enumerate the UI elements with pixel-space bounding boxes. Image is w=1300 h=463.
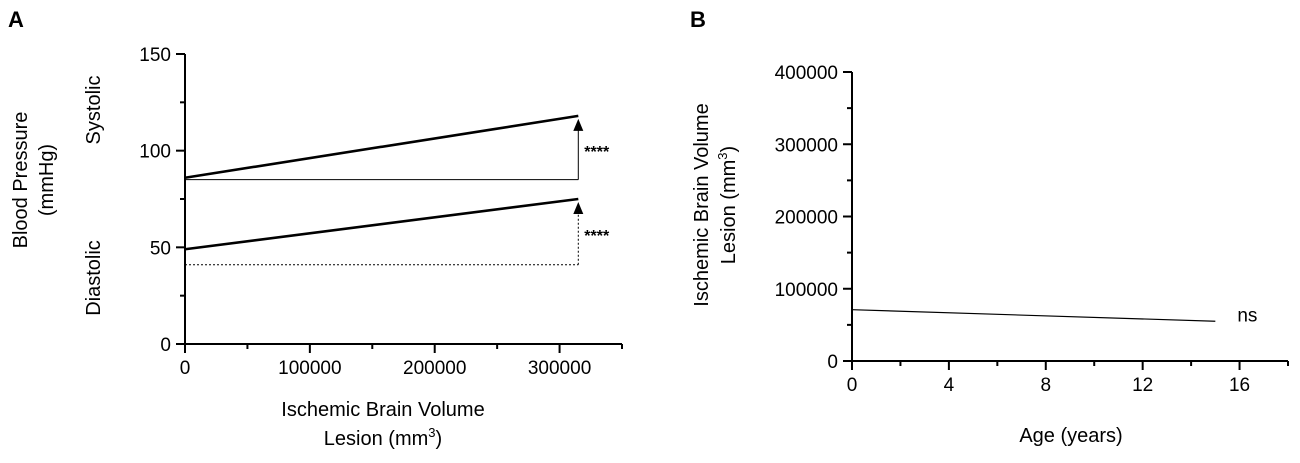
x-tick-label: 12 — [1132, 375, 1153, 396]
y-tick-label: 0 — [160, 335, 171, 356]
chart-a-axes — [184, 54, 622, 345]
y-tick-label: 0 — [827, 352, 838, 373]
chart-a-xlabel-line2: Lesion (mm3) — [324, 425, 442, 450]
y-tick-label: 100 — [139, 142, 171, 163]
arrow-head-systolic — [573, 118, 584, 131]
x-tick-label: 200000 — [403, 358, 466, 379]
chart-b-ylabel-line2: Lesion (mm3) — [715, 146, 740, 264]
series-label-systolic: Systolic — [83, 76, 105, 145]
ns-annotation: ns — [1237, 305, 1257, 326]
panel-label-b: B — [690, 7, 706, 32]
y-tick-label: 400000 — [775, 63, 838, 84]
y-tick-label: 200000 — [775, 208, 838, 229]
regression-line-age — [851, 309, 1216, 322]
chart-a-ylabel-line1: Blood Pressure — [10, 112, 32, 249]
x-tick-label: 300000 — [528, 358, 591, 379]
chart-a-xlabel-line1: Ischemic Brain Volume — [281, 399, 484, 421]
chart-b-ylabel-sup: 3 — [715, 152, 730, 159]
significance-label-systolic: **** — [584, 144, 610, 161]
regression-line-systolic — [184, 114, 579, 180]
panel-label-a: A — [8, 7, 24, 32]
chart-b-xlabel: Age (years) — [1019, 425, 1122, 447]
arrow-head-diastolic — [573, 202, 584, 214]
chart-a-xlabel-line2-text: Lesion (mm — [324, 428, 428, 450]
significance-label-diastolic: **** — [584, 228, 610, 245]
chart-b-series: ns — [851, 305, 1257, 326]
y-tick-label: 150 — [139, 45, 171, 66]
x-tick-label: 100000 — [278, 358, 341, 379]
chart-a-xlabel-sup: 3 — [428, 425, 435, 440]
y-tick-label: 300000 — [775, 135, 838, 156]
chart-a-ticks: 0 100000 200000 300000 0 50 100 150 — [139, 45, 623, 379]
x-tick-label: 0 — [847, 375, 858, 396]
regression-line-diastolic — [184, 197, 579, 251]
y-tick-label: 50 — [150, 238, 171, 259]
chart-a-ylabel-line2: (mmHg) — [36, 144, 58, 216]
chart-b-axes — [851, 72, 1288, 362]
x-tick-label: 8 — [1040, 375, 1051, 396]
series-label-diastolic: Diastolic — [83, 240, 105, 316]
chart-b-ylabel-close: ) — [718, 146, 740, 153]
chart-a-xlabel-close: ) — [436, 428, 443, 450]
chart-a: A 0 100000 200000 300000 0 50 100 150 ******** … — [8, 7, 623, 450]
x-tick-label: 0 — [180, 358, 191, 379]
chart-b-ticks: 0 4 8 12 16 0 100000 200000 300000 400000 — [775, 63, 1289, 396]
chart-a-series: **** **** — [184, 114, 610, 266]
chart-b: B 0 4 8 12 16 0 100000 200000 300000 400000 ns Is… — [690, 7, 1289, 447]
chart-b-ylabel-line1: Ischemic Brain Volume — [691, 103, 713, 306]
x-tick-label: 16 — [1229, 375, 1250, 396]
x-tick-label: 4 — [944, 375, 955, 396]
y-tick-label: 100000 — [775, 280, 838, 301]
chart-b-ylabel-line2-text: Lesion (mm — [718, 160, 740, 264]
